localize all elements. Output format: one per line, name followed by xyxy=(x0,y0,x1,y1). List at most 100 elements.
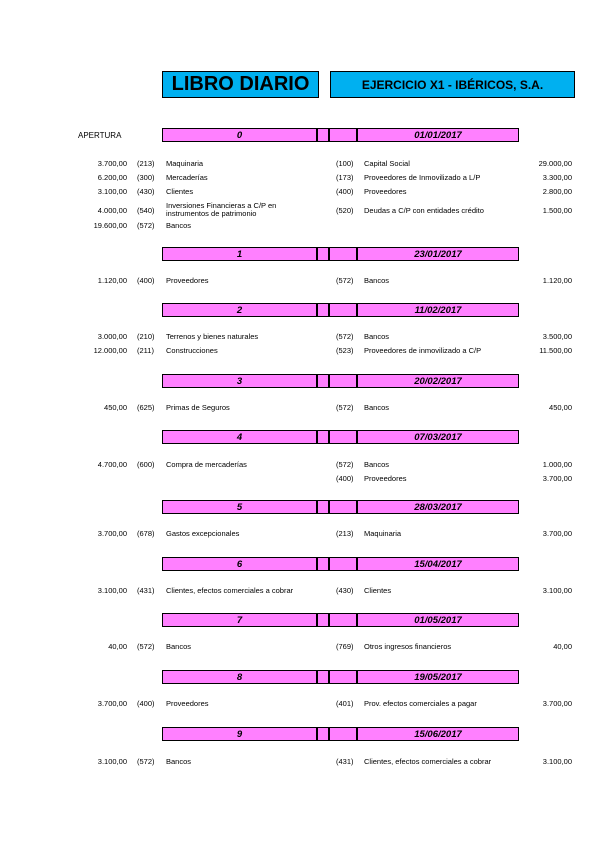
exercise-subtitle: EJERCICIO X1 - IBÉRICOS, S.A. xyxy=(330,71,575,98)
debit-account-name: Mercaderías xyxy=(166,173,208,182)
credit-amount: 3.700,00 xyxy=(542,529,572,538)
credit-account-name: Bancos xyxy=(364,403,390,412)
debit-account-name: Clientes, efectos comerciales a cobrar xyxy=(166,586,294,595)
entry-bar-divider xyxy=(329,303,357,317)
entry-header-bar: 0 01/01/2017 xyxy=(162,128,519,142)
credit-amount: 3.500,00 xyxy=(542,332,572,341)
entry-bar-divider xyxy=(317,374,329,388)
debit-amount: 4.000,00 xyxy=(97,206,127,215)
journal-line: (400) Proveedores 3.700,00 xyxy=(0,474,599,484)
credit-account-code: (572) xyxy=(336,403,354,412)
journal-line: 450,00 (625) Primas de Seguros (572) Bancos 4… xyxy=(0,403,599,413)
credit-account-code: (173) xyxy=(336,173,354,182)
debit-amount: 3.000,00 xyxy=(97,332,127,341)
journal-line: 12.000,00 (211) Construcciones (523) Proveed… xyxy=(0,346,599,356)
entry-number: 3 xyxy=(162,374,317,388)
credit-account-code: (572) xyxy=(336,460,354,469)
journal-line: 6.200,00 (300) Mercaderías (173) Proveedores… xyxy=(0,173,599,183)
debit-account-code: (430) xyxy=(137,187,155,196)
credit-account-code: (430) xyxy=(336,586,354,595)
credit-account-name: Proveedores de inmovilizado a C/P xyxy=(364,346,482,355)
debit-amount: 1.120,00 xyxy=(97,276,127,285)
credit-account-name: Clientes xyxy=(364,586,392,595)
credit-amount: 29.000,00 xyxy=(538,159,572,168)
credit-amount: 450,00 xyxy=(549,403,572,412)
debit-account-name: Gastos excepcionales xyxy=(166,529,240,538)
debit-amount: 3.700,00 xyxy=(97,529,127,538)
entry-header-bar: 1 23/01/2017 xyxy=(162,247,519,261)
entry-date: 20/02/2017 xyxy=(357,374,519,388)
entry-bar-divider xyxy=(317,303,329,317)
debit-account-code: (540) xyxy=(137,206,155,215)
entry-header-bar: 9 15/06/2017 xyxy=(162,727,519,741)
journal-line: 3.700,00 (400) Proveedores (401) Prov. efect… xyxy=(0,699,599,709)
journal-line: 3.100,00 (431) Clientes, efectos comercial… xyxy=(0,586,599,596)
debit-account-code: (400) xyxy=(137,276,155,285)
entry-date: 01/01/2017 xyxy=(357,128,519,142)
credit-account-code: (520) xyxy=(336,206,354,215)
journal-line: 3.100,00 (572) Bancos (431) Clientes, efecto… xyxy=(0,757,599,767)
debit-account-name: Clientes xyxy=(166,187,194,196)
debit-account-name: Compra de mercaderías xyxy=(166,460,247,469)
credit-account-code: (769) xyxy=(336,642,354,651)
credit-account-name: Deudas a C/P con entidades crédito xyxy=(364,206,484,215)
debit-account-name: Bancos xyxy=(166,221,192,230)
entry-bar-divider xyxy=(317,247,329,261)
debit-account-code: (400) xyxy=(137,699,155,708)
credit-account-code: (572) xyxy=(336,276,354,285)
credit-amount: 2.800,00 xyxy=(542,187,572,196)
credit-account-name: Bancos xyxy=(364,460,390,469)
page-title: LIBRO DIARIO xyxy=(162,71,319,98)
credit-account-name: Proveedores xyxy=(364,474,407,483)
entry-date: 15/04/2017 xyxy=(357,557,519,571)
entry-date: 11/02/2017 xyxy=(357,303,519,317)
debit-amount: 3.700,00 xyxy=(97,699,127,708)
debit-amount: 4.700,00 xyxy=(97,460,127,469)
credit-amount: 3.300,00 xyxy=(542,173,572,182)
entry-number: 9 xyxy=(162,727,317,741)
credit-account-name: Proveedores de Inmovilizado a L/P xyxy=(364,173,481,182)
journal-line: 3.000,00 (210) Terrenos y bienes naturales… xyxy=(0,332,599,342)
credit-account-name: Bancos xyxy=(364,276,390,285)
entry-bar-divider xyxy=(317,727,329,741)
entry-bar-divider xyxy=(317,613,329,627)
journal-line: 4.000,00 (540) Inversiones Financieras a C… xyxy=(0,202,599,218)
entry-header-bar: 3 20/02/2017 xyxy=(162,374,519,388)
entry-bar-divider xyxy=(329,613,357,627)
debit-account-code: (300) xyxy=(137,173,155,182)
debit-account-code: (213) xyxy=(137,159,155,168)
entry-bar-divider xyxy=(329,727,357,741)
entry-bar-divider xyxy=(317,128,329,142)
debit-account-code: (211) xyxy=(137,346,154,355)
entry-number: 7 xyxy=(162,613,317,627)
journal-line: 19.600,00 (572) Bancos xyxy=(0,221,599,231)
debit-amount: 450,00 xyxy=(104,403,127,412)
credit-account-name: Proveedores xyxy=(364,187,407,196)
credit-account-name: Maquinaria xyxy=(364,529,402,538)
entry-date: 23/01/2017 xyxy=(357,247,519,261)
debit-account-code: (678) xyxy=(137,529,155,538)
entry-number: 0 xyxy=(162,128,317,142)
entry-number: 2 xyxy=(162,303,317,317)
entry-number: 4 xyxy=(162,430,317,444)
credit-amount: 1.120,00 xyxy=(542,276,572,285)
debit-account-name: Proveedores xyxy=(166,699,209,708)
debit-account-name: Inversiones Financieras a C/P en instrum… xyxy=(166,201,277,218)
credit-account-name: Otros ingresos financieros xyxy=(364,642,452,651)
debit-account-code: (572) xyxy=(137,757,155,766)
debit-amount: 40,00 xyxy=(108,642,127,651)
credit-amount: 1.000,00 xyxy=(542,460,572,469)
entry-bar-divider xyxy=(329,557,357,571)
credit-account-name: Prov. efectos comerciales a pagar xyxy=(364,699,477,708)
debit-amount: 6.200,00 xyxy=(97,173,127,182)
debit-amount: 3.700,00 xyxy=(97,159,127,168)
entry-number: 6 xyxy=(162,557,317,571)
credit-account-name: Capital Social xyxy=(364,159,410,168)
credit-amount: 3.100,00 xyxy=(542,586,572,595)
journal-line: 3.100,00 (430) Clientes (400) Proveedores 2.8… xyxy=(0,187,599,197)
credit-amount: 3.700,00 xyxy=(542,699,572,708)
entry-date: 28/03/2017 xyxy=(357,500,519,514)
debit-account-code: (572) xyxy=(137,642,155,651)
entry-bar-divider xyxy=(317,670,329,684)
credit-amount: 3.700,00 xyxy=(542,474,572,483)
